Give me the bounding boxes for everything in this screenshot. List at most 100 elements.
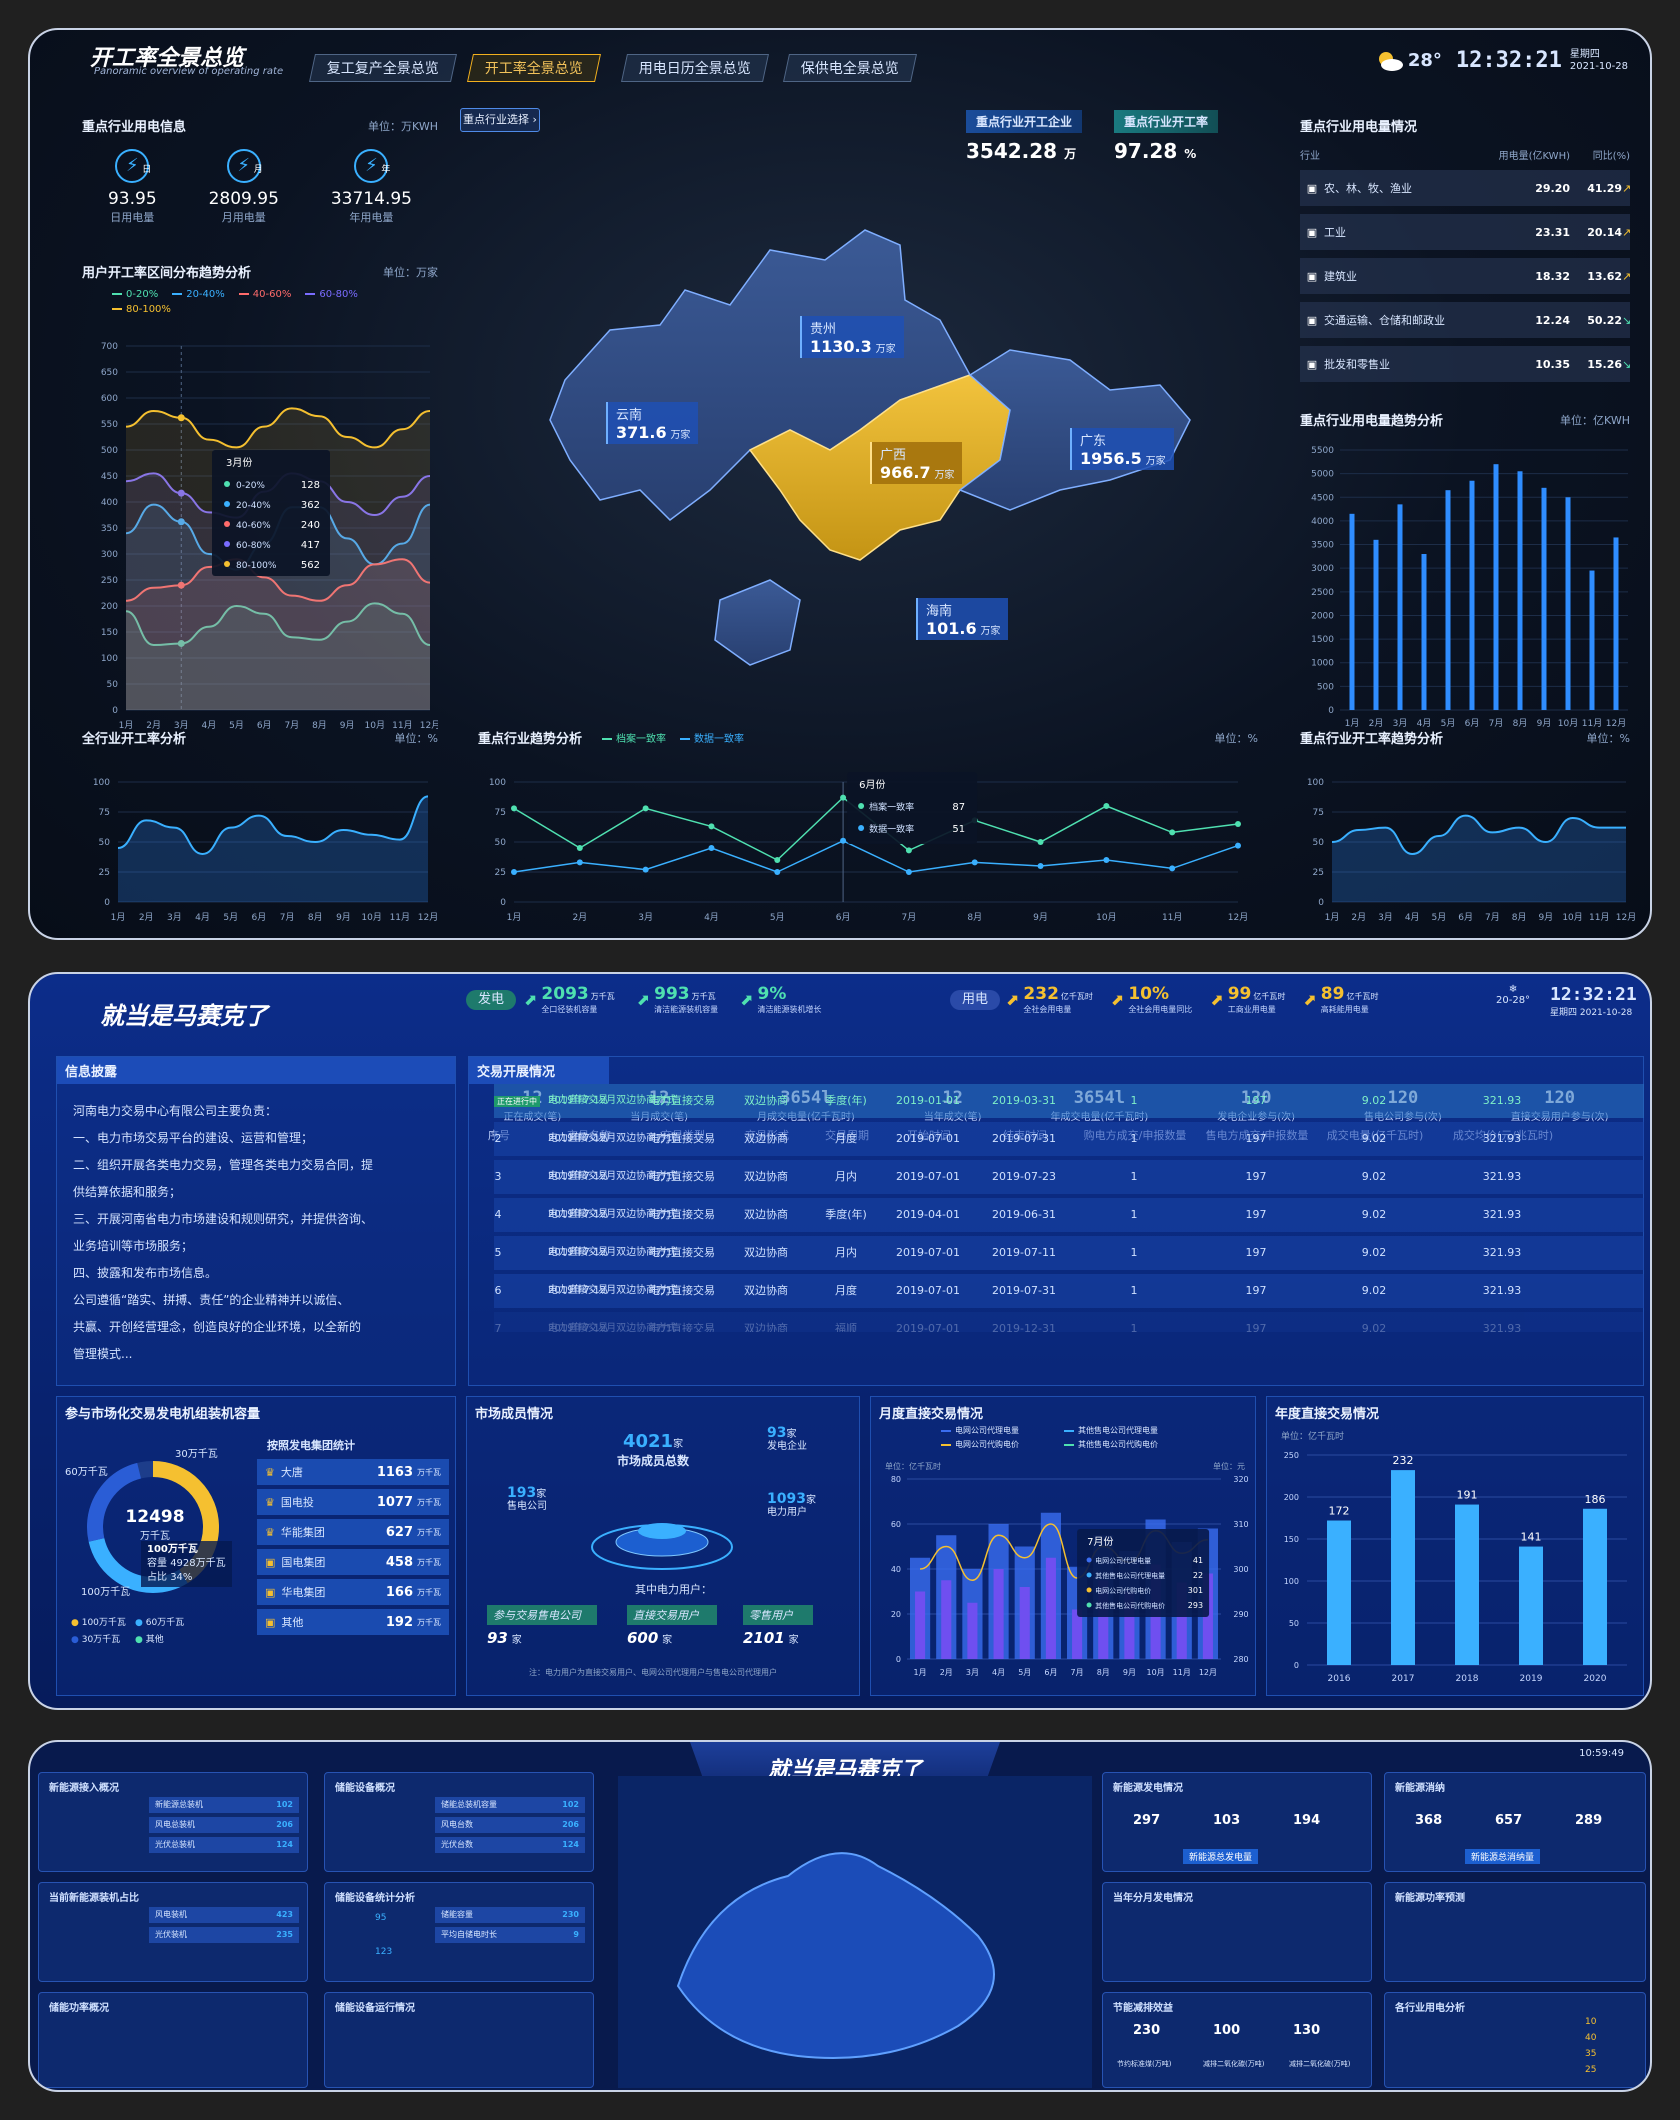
kpi-unit: 亿千瓦时 xyxy=(1346,992,1379,1001)
cell-qty: 9.02 xyxy=(1361,1170,1387,1183)
bar xyxy=(1421,554,1427,710)
card-number: 194 xyxy=(1293,1813,1321,1828)
x-tick: 1月 xyxy=(119,720,134,730)
card-number: 289 xyxy=(1575,1813,1603,1828)
cell-price: 321.93 xyxy=(1482,1322,1522,1332)
s3-city-map[interactable] xyxy=(618,1776,1092,2088)
table-row[interactable]: 4 2019年7-12月双边协商方式 电力直接交易 电力直接交易 双边协商 季度(年) 20… xyxy=(494,1198,1644,1232)
tooltip-dot xyxy=(1086,1587,1092,1593)
series-line xyxy=(513,839,1239,873)
all-rate-chart: 100 75 50 25 01月 2月 3月 4月 5月 6月 7月 8月 9月 10月 11月 12月 xyxy=(93,778,438,923)
trading-dashboard: 就当是马赛克了 发电 ⬈ 2093 万千瓦 全口径装机容量 ⬈ 993 万千瓦 清洁能源装机容… xyxy=(28,972,1652,1710)
dashboard-title: 就当是马赛克了 xyxy=(100,1002,268,1030)
row-value: 206 xyxy=(562,1820,579,1829)
y-tick: 3500 xyxy=(1311,541,1334,551)
x-tick: 5月 xyxy=(1441,718,1456,729)
s3-card: 新能源接入概况 新能源总装机 102 风电总装机 206 光伏总装机 124 xyxy=(38,1772,308,1872)
chart-up-icon: ⬈ xyxy=(524,990,538,1009)
y-tick: 100 xyxy=(93,778,110,788)
tooltip-value: 22 xyxy=(1193,1571,1203,1580)
table-row[interactable]: 7 2019年7-12月双边协商方式 电力直接交易 电力直接交易 双边协商 福顺 2019-… xyxy=(494,1312,1644,1332)
ring-value: 95 xyxy=(375,1913,387,1923)
y-tick: 600 xyxy=(101,394,118,404)
key-trend-chart: 100 75 50 25 01月 2月 3月 4月 5月 6月 7月 8月 9月 10月 11月 12月 6月份… xyxy=(489,772,1248,923)
s2-clock: 12:32:21 星期四 2021-10-28 xyxy=(1550,984,1637,1018)
card-title: 节能减排效益 xyxy=(1113,2003,1173,2014)
series-point xyxy=(177,581,185,589)
y-tick: 450 xyxy=(101,472,118,482)
tooltip-dot xyxy=(1086,1602,1092,1608)
y-tick: 25 xyxy=(495,868,506,878)
kpi-value: 2093 xyxy=(541,984,589,1004)
x-tick: 12月 xyxy=(1199,1668,1217,1677)
industry-icon: ▣ xyxy=(1306,313,1318,327)
bar xyxy=(1519,1546,1543,1665)
cell-end: 2019-06-31 xyxy=(992,1208,1056,1221)
clock-date: 2021-10-28 xyxy=(1569,60,1628,72)
table-row[interactable]: 6 2019年7-12月双边协商方式 电力直接交易 电力直接交易 双边协商 月度 2019-… xyxy=(494,1274,1644,1308)
industry-yoy: 15.26 xyxy=(1587,357,1622,371)
panel-unit: 单位：万家 xyxy=(383,265,438,279)
x-tick: 5月 xyxy=(229,720,244,730)
tooltip-label: 其他售电公司代理电量 xyxy=(1095,1571,1165,1580)
capacity-tooltip: 100万千瓦 容量 4928万千瓦 占比 34% xyxy=(141,1541,232,1587)
key-rate-panel: 重点行业开工率趋势分析 单位：% xyxy=(1300,731,1630,748)
x-tick: 6月 xyxy=(252,912,267,923)
bar xyxy=(1397,504,1403,710)
industry-name: 批发和零售业 xyxy=(1324,358,1390,371)
industry-selector-button[interactable]: 重点行业选择 › xyxy=(460,108,540,132)
y-tick: 100 xyxy=(101,654,118,664)
table-row[interactable]: 3 2019年7-12月双边协商方式 电力直接交易 电力直接交易 双边协商 月内 2019-… xyxy=(494,1160,1644,1194)
row-label: 风电台数 xyxy=(441,1820,473,1829)
trophy-icon: ▣ xyxy=(265,1585,276,1599)
province-label-guangdong: 广东 1956.5 万家 xyxy=(1070,428,1174,470)
x-tick: 11月 xyxy=(1173,1668,1191,1677)
kpi-value: 993 xyxy=(654,984,690,1004)
hainan-region[interactable] xyxy=(714,579,801,666)
tab-power-supply[interactable]: 保供电全景总览 xyxy=(783,54,917,82)
day-power: ⚡ 日 93.95 日用电量 xyxy=(108,149,157,225)
y-tick: 1500 xyxy=(1311,635,1334,645)
table-row[interactable]: 2 2019年7-12月双边协商方式 电力直接交易 电力直接交易 双边协商 月度 2019-… xyxy=(494,1122,1644,1156)
table-row[interactable]: 正在进行中 2019年7-12月双边协商方式 电力直接交易 电力直接交易 双边协商 季度(… xyxy=(494,1084,1644,1118)
tab-resume-work[interactable]: 复工复产全景总览 xyxy=(309,54,457,82)
trade-name: 2019年7-12月双边协商方式 电力直接交易 xyxy=(548,1236,678,1258)
lightning-icon: ⚡ 年 xyxy=(354,149,390,183)
weather-temp: 28° xyxy=(1407,50,1442,71)
x-tick: 4月 xyxy=(1417,718,1432,729)
yearly-panel: 年度直接交易情况 单位：亿千瓦时 250 200 150 100 50 0 172 2016 2… xyxy=(1266,1396,1644,1696)
y-tick: 2000 xyxy=(1311,611,1334,621)
x-tick: 9月 xyxy=(1537,718,1552,729)
platform-icon xyxy=(591,1523,733,1570)
chart-up-icon: ⬈ xyxy=(1006,990,1020,1009)
x-tick: 5月 xyxy=(1018,1668,1031,1677)
group-name: 华能集团 xyxy=(280,1526,325,1539)
trade-name: 2019年7-12月双边协商方式 电力直接交易 xyxy=(548,1160,678,1182)
series-point xyxy=(1037,839,1044,845)
y-tick: 0 xyxy=(1328,706,1334,716)
s3-card: 储能设备运行情况 xyxy=(324,1992,594,2088)
trade-name: 2019年7-12月双边协商方式 电力直接交易 xyxy=(548,1274,678,1296)
bar xyxy=(1072,1609,1083,1659)
tooltip-label: 40-60% xyxy=(236,521,271,531)
tab-operating-rate[interactable]: 开工率全景总览 xyxy=(467,54,601,82)
y-tick: 100 xyxy=(1284,1577,1299,1586)
trade-name: 2019年7-12月双边协商方式 电力直接交易 xyxy=(548,1198,678,1220)
panel-title: 用户开工率区间分布趋势分析 xyxy=(82,266,252,281)
cell-type: 电力直接交易 xyxy=(649,1284,715,1297)
x-tick: 1月 xyxy=(914,1668,927,1677)
row-value: 124 xyxy=(276,1840,293,1849)
tab-power-calendar[interactable]: 用电日历全景总览 xyxy=(621,54,769,82)
series-point xyxy=(511,805,517,812)
cell-no: 5 xyxy=(494,1246,502,1259)
key-trend-panel: 重点行业趋势分析 档案一致率 数据一致率 单位：% xyxy=(478,731,1258,748)
cell-no: 7 xyxy=(494,1322,502,1332)
x-tick: 9月 xyxy=(1123,1668,1136,1677)
usage-table-panel: 重点行业用电量情况 行业 用电量(亿KWH) 同比(%) ▣ 农、林、牧、渔业 29… xyxy=(1300,116,1631,382)
trophy-icon: ♛ xyxy=(265,1495,275,1509)
chart-legend: 0-20% 20-40% 40-60% 60-80% 80-100% xyxy=(112,289,408,315)
cell-type: 电力直接交易 xyxy=(649,1170,715,1183)
kpi-label: 清洁能源装机容量 xyxy=(654,1005,719,1014)
table-row[interactable]: 5 2019年7-12月双边协商方式 电力直接交易 电力直接交易 双边协商 月内 2019-… xyxy=(494,1236,1644,1270)
industry-icon: ▣ xyxy=(1306,357,1318,371)
